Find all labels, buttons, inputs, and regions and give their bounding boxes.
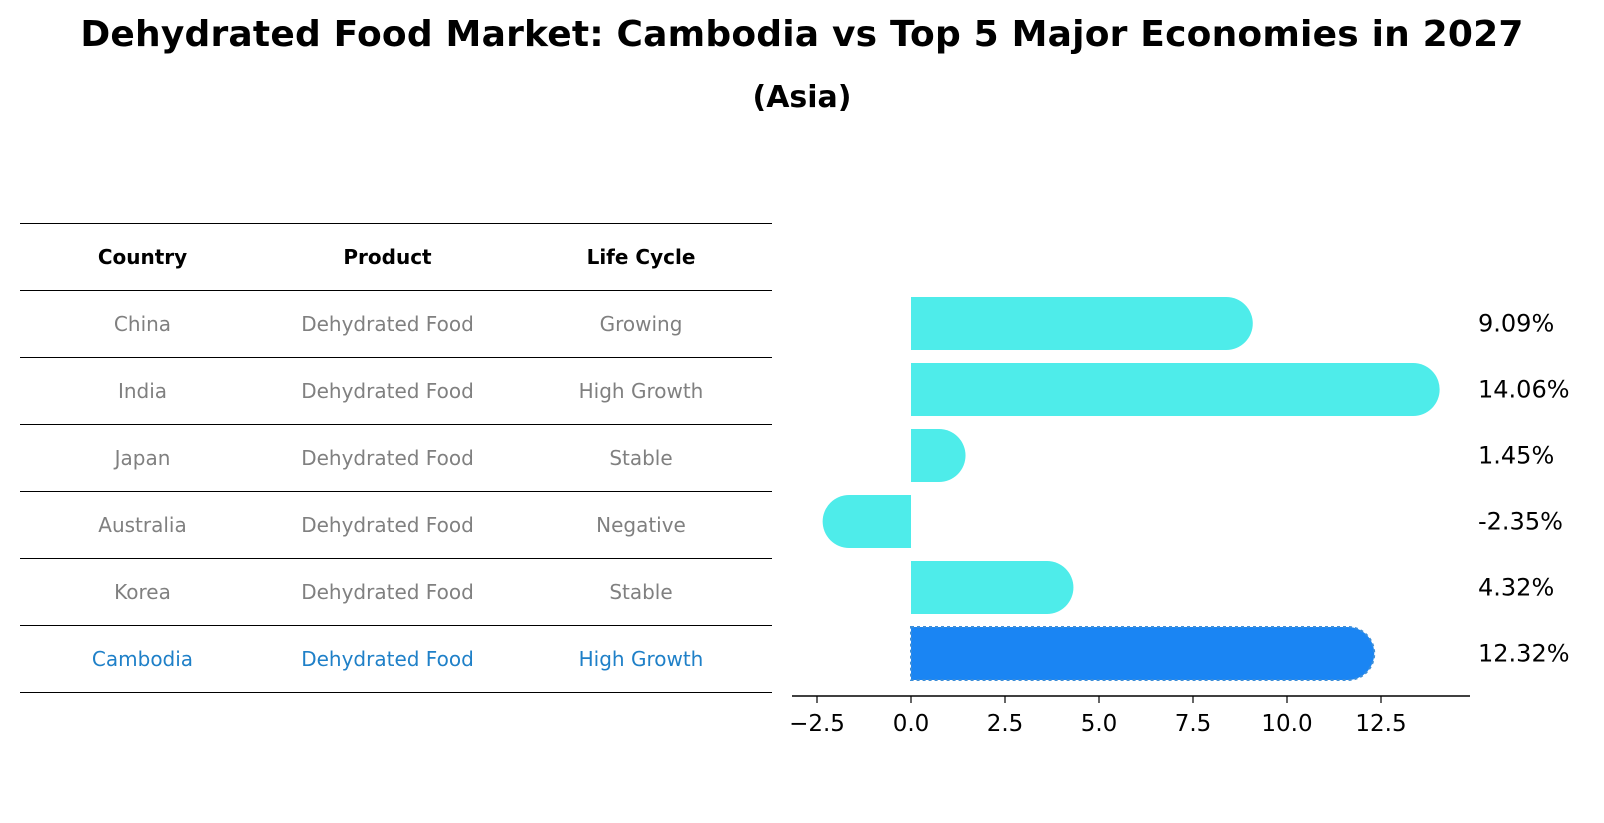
cell-life-cycle: Stable — [510, 558, 772, 626]
cell-country: Australia — [20, 491, 265, 559]
bar-india — [911, 363, 1440, 416]
table-row: China Dehydrated Food Growing — [20, 290, 772, 358]
chart-subtitle: (Asia) — [752, 80, 852, 115]
bar-value-label: 9.09% — [1478, 310, 1554, 338]
bar-value-label: 1.45% — [1478, 442, 1554, 470]
cell-product: Dehydrated Food — [265, 290, 510, 358]
cell-country: India — [20, 357, 265, 425]
chart-title: Dehydrated Food Market: Cambodia vs Top … — [80, 14, 1524, 55]
cell-product: Dehydrated Food — [265, 625, 510, 693]
cell-country: China — [20, 290, 265, 358]
bar-australia — [822, 495, 911, 548]
bar-china — [911, 297, 1253, 350]
x-tick-label: 12.5 — [1355, 711, 1406, 737]
cell-product: Dehydrated Food — [265, 357, 510, 425]
table-row: Japan Dehydrated Food Stable — [20, 424, 772, 492]
cell-life-cycle: High Growth — [510, 357, 772, 425]
cell-life-cycle: Stable — [510, 424, 772, 492]
x-tick-label: −2.5 — [789, 711, 845, 737]
cell-product: Dehydrated Food — [265, 424, 510, 492]
cell-product: Dehydrated Food — [265, 491, 510, 559]
table-row-highlight: Cambodia Dehydrated Food High Growth — [20, 625, 772, 693]
cell-country: Cambodia — [20, 625, 265, 693]
x-tick-label: 0.0 — [893, 711, 930, 737]
cell-product: Dehydrated Food — [265, 558, 510, 626]
cell-life-cycle: High Growth — [510, 625, 772, 693]
bar-korea — [911, 561, 1074, 614]
cell-life-cycle: Growing — [510, 290, 772, 358]
cell-country: Japan — [20, 424, 265, 492]
x-tick-label: 7.5 — [1175, 711, 1212, 737]
header-product: Product — [265, 223, 510, 291]
bar-japan — [911, 429, 966, 482]
table-row: Korea Dehydrated Food Stable — [20, 558, 772, 626]
header-country: Country — [20, 223, 265, 291]
table-row: India Dehydrated Food High Growth — [20, 357, 772, 425]
bar-value-label: 4.32% — [1478, 574, 1554, 602]
cell-country: Korea — [20, 558, 265, 626]
x-tick-label: 2.5 — [987, 711, 1024, 737]
comparison-table: Country Product Life Cycle China Dehydra… — [20, 223, 772, 693]
bar-value-label: 14.06% — [1478, 376, 1570, 404]
x-tick-label: 5.0 — [1081, 711, 1118, 737]
bar-value-label: 12.32% — [1478, 640, 1570, 668]
header-life-cycle: Life Cycle — [510, 223, 772, 291]
x-tick-label: 10.0 — [1261, 711, 1312, 737]
bar-cambodia — [910, 626, 1376, 681]
cell-life-cycle: Negative — [510, 491, 772, 559]
bar-value-label: -2.35% — [1478, 508, 1563, 536]
table-header-row: Country Product Life Cycle — [20, 223, 772, 291]
table-row: Australia Dehydrated Food Negative — [20, 491, 772, 559]
